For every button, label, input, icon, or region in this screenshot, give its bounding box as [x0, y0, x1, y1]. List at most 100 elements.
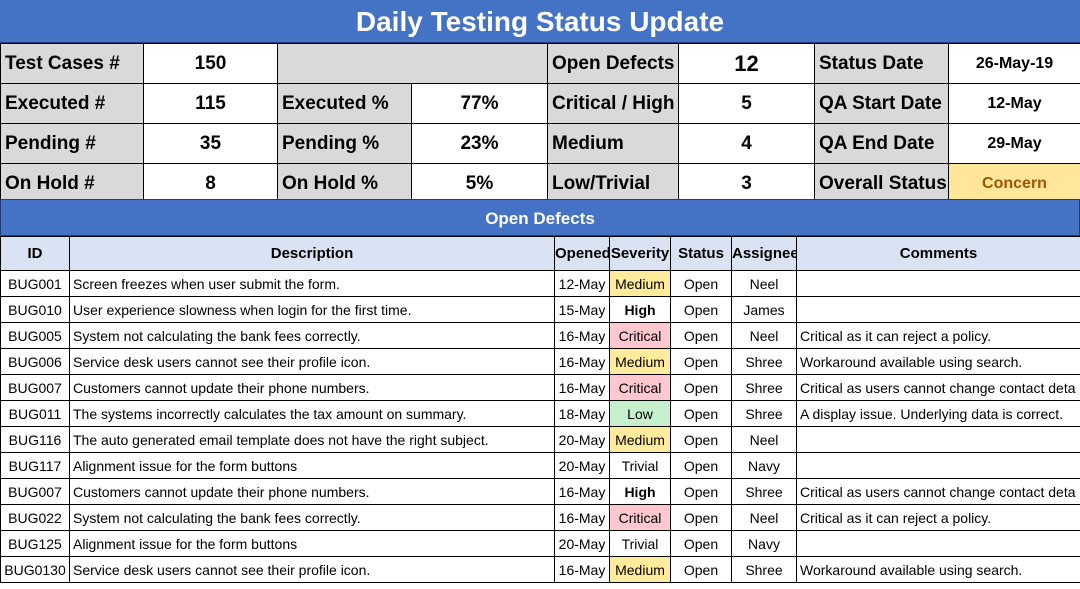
- qa-end-value: 29-May: [948, 123, 1080, 164]
- open-defects-label: Open Defects: [547, 43, 679, 84]
- severity-badge: Medium: [609, 348, 671, 375]
- page-title: Daily Testing Status Update: [0, 0, 1080, 43]
- on-hold-value: 8: [143, 163, 278, 204]
- on-hold-pct-label: On Hold %: [277, 163, 412, 204]
- summary-table: Test Cases # 150 Open Defects 12 Status …: [0, 43, 1080, 204]
- defect-description: The auto generated email template does n…: [69, 426, 555, 453]
- defect-status: Open: [670, 296, 732, 323]
- executed-pct-value: 77%: [411, 83, 548, 124]
- table-row: BUG125 Alignment issue for the form butto…: [0, 530, 1080, 557]
- defect-status: Open: [670, 400, 732, 427]
- defects-table-body: BUG001 Screen freezes when user submit th…: [0, 270, 1080, 583]
- defect-opened: 16-May: [554, 374, 610, 401]
- overall-status-label: Overall Status: [814, 163, 949, 204]
- qa-start-value: 12-May: [948, 83, 1080, 124]
- qa-start-label: QA Start Date: [814, 83, 949, 124]
- severity-badge: High: [609, 296, 671, 323]
- defect-assignee: Neel: [731, 426, 797, 453]
- column-header-id: ID: [0, 236, 70, 271]
- severity-badge: Low: [609, 400, 671, 427]
- open-defects-value: 12: [678, 43, 815, 84]
- defect-description: Customers cannot update their phone numb…: [69, 478, 555, 505]
- summary-row: Test Cases # 150 Open Defects 12 Status …: [0, 43, 1080, 84]
- defect-description: Alignment issue for the form buttons: [69, 452, 555, 479]
- defect-comments: [796, 426, 1080, 453]
- defect-status: Open: [670, 270, 732, 297]
- on-hold-label: On Hold #: [0, 163, 144, 204]
- defect-description: System not calculating the bank fees cor…: [69, 322, 555, 349]
- summary-row: Pending # 35 Pending % 23% Medium 4 QA E…: [0, 123, 1080, 164]
- defect-id: BUG0130: [0, 556, 70, 583]
- column-header-severity: Severity: [609, 236, 671, 271]
- defect-status: Open: [670, 504, 732, 531]
- status-date-value: 26-May-19: [948, 43, 1080, 84]
- defect-assignee: James: [731, 296, 797, 323]
- severity-badge: Critical: [609, 322, 671, 349]
- table-row: BUG006 Service desk users cannot see thei…: [0, 348, 1080, 375]
- table-row: BUG022 System not calculating the bank fe…: [0, 504, 1080, 531]
- defect-comments: [796, 530, 1080, 557]
- defect-id: BUG125: [0, 530, 70, 557]
- defect-comments: [796, 296, 1080, 323]
- defect-status: Open: [670, 478, 732, 505]
- defect-description: System not calculating the bank fees cor…: [69, 504, 555, 531]
- test-cases-value: 150: [143, 43, 278, 84]
- qa-end-label: QA End Date: [814, 123, 949, 164]
- defect-comments: A display issue. Underlying data is corr…: [796, 400, 1080, 427]
- low-trivial-value: 3: [678, 163, 815, 204]
- column-header-description: Description: [69, 236, 555, 271]
- executed-value: 115: [143, 83, 278, 124]
- table-row: BUG117 Alignment issue for the form butto…: [0, 452, 1080, 479]
- low-trivial-label: Low/Trivial: [547, 163, 679, 204]
- defect-id: BUG005: [0, 322, 70, 349]
- pending-pct-label: Pending %: [277, 123, 412, 164]
- table-row: BUG011 The systems incorrectly calculates…: [0, 400, 1080, 427]
- defect-comments: Critical as it can reject a policy.: [796, 322, 1080, 349]
- executed-label: Executed #: [0, 83, 144, 124]
- defect-opened: 12-May: [554, 270, 610, 297]
- critical-high-value: 5: [678, 83, 815, 124]
- defect-status: Open: [670, 556, 732, 583]
- defect-comments: [796, 270, 1080, 297]
- defect-id: BUG022: [0, 504, 70, 531]
- open-defects-section-title: Open Defects: [0, 199, 1080, 236]
- column-header-status: Status: [670, 236, 732, 271]
- table-row: BUG0130 Service desk users cannot see the…: [0, 556, 1080, 583]
- table-row: BUG001 Screen freezes when user submit th…: [0, 270, 1080, 297]
- severity-badge: Critical: [609, 374, 671, 401]
- defect-id: BUG007: [0, 374, 70, 401]
- defect-opened: 20-May: [554, 426, 610, 453]
- defect-id: BUG010: [0, 296, 70, 323]
- defect-assignee: Shree: [731, 348, 797, 375]
- severity-badge: Trivial: [609, 530, 671, 557]
- empty-summary-cell: [277, 43, 548, 84]
- column-header-assignee: Assignee: [731, 236, 797, 271]
- defect-comments: [796, 452, 1080, 479]
- defect-assignee: Shree: [731, 374, 797, 401]
- defect-comments: Workaround available using search.: [796, 556, 1080, 583]
- defect-opened: 16-May: [554, 504, 610, 531]
- pending-value: 35: [143, 123, 278, 164]
- defect-id: BUG117: [0, 452, 70, 479]
- defect-status: Open: [670, 452, 732, 479]
- defect-opened: 20-May: [554, 452, 610, 479]
- defect-description: The systems incorrectly calculates the t…: [69, 400, 555, 427]
- defect-description: Service desk users cannot see their prof…: [69, 348, 555, 375]
- defect-id: BUG007: [0, 478, 70, 505]
- defect-opened: 15-May: [554, 296, 610, 323]
- defect-comments: Critical as it can reject a policy.: [796, 504, 1080, 531]
- medium-label: Medium: [547, 123, 679, 164]
- defect-status: Open: [670, 374, 732, 401]
- defect-id: BUG001: [0, 270, 70, 297]
- critical-high-label: Critical / High: [547, 83, 679, 124]
- defect-id: BUG116: [0, 426, 70, 453]
- test-cases-label: Test Cases #: [0, 43, 144, 84]
- column-header-opened: Opened: [554, 236, 610, 271]
- defect-status: Open: [670, 348, 732, 375]
- defect-assignee: Neel: [731, 322, 797, 349]
- defect-assignee: Shree: [731, 478, 797, 505]
- defect-description: Alignment issue for the form buttons: [69, 530, 555, 557]
- table-row: BUG010 User experience slowness when logi…: [0, 296, 1080, 323]
- severity-badge: Trivial: [609, 452, 671, 479]
- defect-description: Service desk users cannot see their prof…: [69, 556, 555, 583]
